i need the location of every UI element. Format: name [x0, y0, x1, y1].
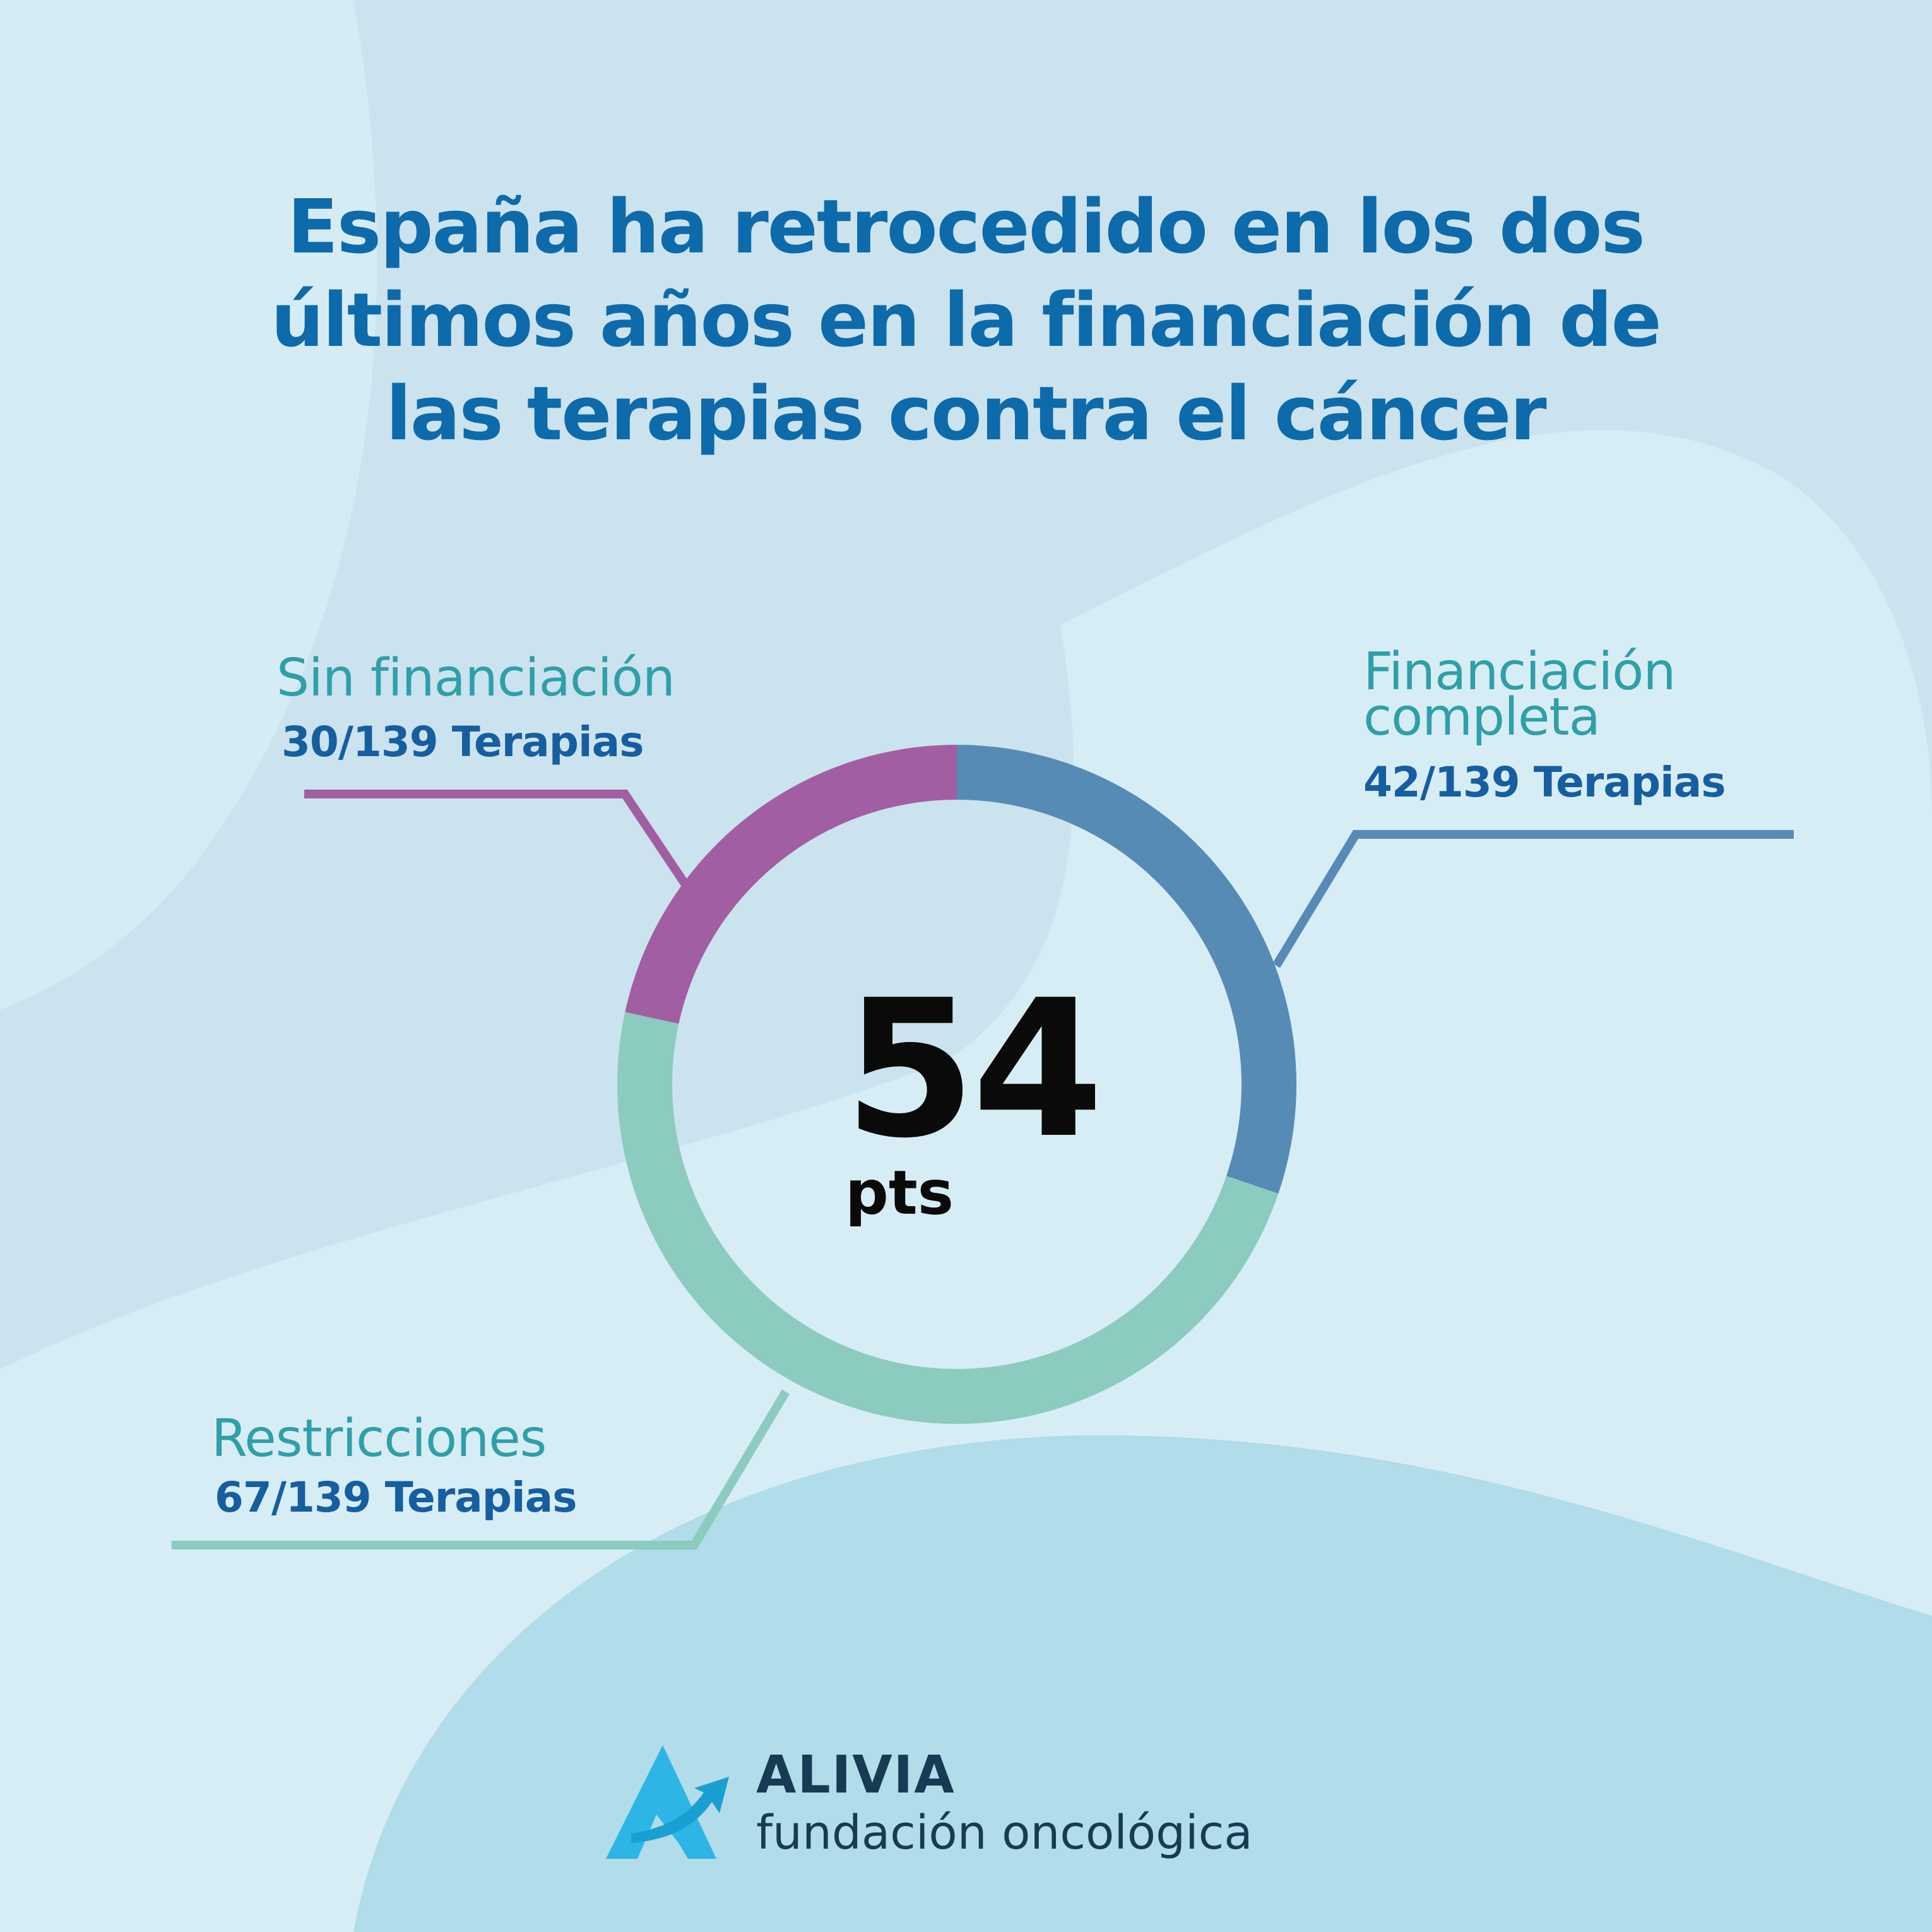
alivia-logo-icon — [606, 1745, 729, 1859]
leader-line-sin-financiacion — [304, 790, 695, 896]
donut-slice-2 — [625, 745, 957, 1024]
leader-line-restricciones — [172, 1389, 790, 1550]
series-name-sin-financiacion: Sin financiación — [276, 650, 675, 707]
series-count-restricciones: 67/139 Terapias — [215, 1473, 577, 1522]
center-score-unit: pts — [845, 1158, 954, 1228]
label-sin-financiacion: Sin financiación 30/139 Terapias — [276, 650, 675, 766]
title-line: España ha retrocedido en los dos — [287, 183, 1645, 270]
series-name-line: Financiación — [1363, 642, 1676, 702]
series-name-line: completa — [1363, 687, 1601, 747]
donut-slice-0 — [957, 745, 1296, 1194]
series-count-financiacion-completa: 42/139 Terapias — [1363, 758, 1726, 807]
brand-name: ALIVIA — [756, 1745, 956, 1805]
label-restricciones: Restricciones 67/139 Terapias — [211, 1411, 577, 1522]
leader-line-financiacion-completa — [1272, 830, 1794, 968]
title-line: últimos años en la financiación de — [271, 276, 1661, 364]
series-name-line: Restricciones — [211, 1409, 547, 1469]
title-line: las terapias contra el cáncer — [386, 370, 1546, 457]
label-financiacion-completa: Financiación completa 42/139 Terapias — [1363, 644, 1726, 807]
series-name-line: Sin financiación — [276, 648, 675, 708]
center-score-value: 54 — [844, 959, 1103, 1180]
donut-slice-1 — [617, 1012, 1279, 1424]
brand-subtitle: fundación oncológica — [756, 1806, 1253, 1860]
page-title: España ha retrocedido en los dos últimos… — [145, 180, 1786, 460]
series-count-sin-financiacion: 30/139 Terapias — [282, 718, 644, 766]
series-name-restricciones: Restricciones — [211, 1411, 577, 1467]
series-name-financiacion-completa: Financiación completa — [1363, 644, 1726, 746]
